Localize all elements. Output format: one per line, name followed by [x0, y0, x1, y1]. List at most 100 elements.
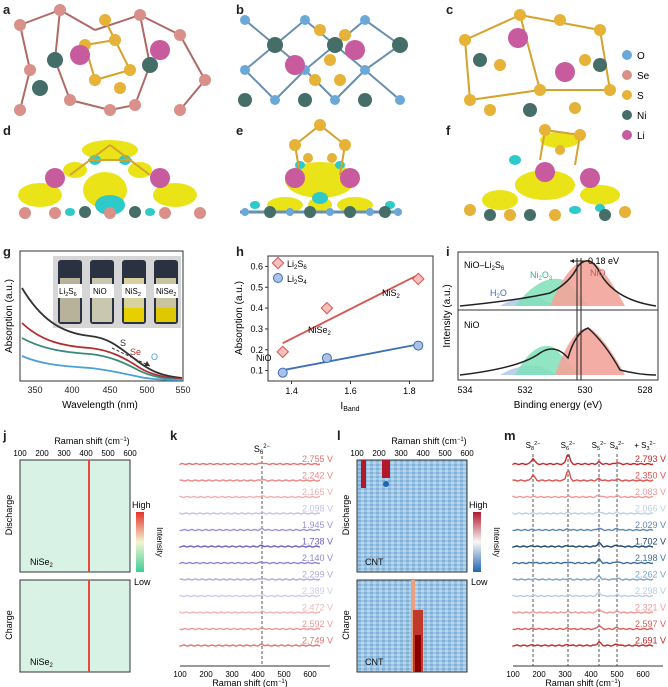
panel-l-heatmap: Raman shift (cm−1) 100 200 300 400 500 6…: [341, 436, 501, 673]
i-xtick: 530: [577, 385, 592, 395]
j-tick: 400: [79, 449, 93, 458]
m-voltage-label: 2.066 V: [635, 504, 666, 514]
l-tick: 500: [438, 449, 452, 458]
curve-s: [21, 322, 183, 380]
j-intensity-label: Intensity: [155, 527, 164, 557]
i-peak-h2o: H2O: [490, 288, 507, 300]
h-legend-li2s4: Li2S4: [287, 274, 307, 286]
m-trace: [512, 454, 654, 466]
vial-label-nise2: NiSe2: [156, 287, 176, 298]
j-discharge-label: Discharge: [4, 495, 14, 536]
m-voltage-label: 1.702 V: [635, 537, 666, 547]
m-trace: [512, 541, 654, 549]
vials: [58, 260, 178, 324]
panel-label-d: d: [3, 123, 11, 138]
h-ytick: 0.5: [250, 282, 263, 292]
k-trace: [179, 626, 321, 631]
j-low-label: Low: [134, 577, 151, 587]
panel-i-chart: 0.18 eV NiO–Li2S6 NiO H2O Ni2O3 NiO 534 …: [442, 251, 659, 411]
m-xtick: 200: [532, 670, 546, 679]
j-sample-bottom: NiSe2: [30, 657, 54, 669]
m-peak-s6: S62−: [561, 441, 576, 452]
m-peak-s8: S82−: [526, 441, 541, 452]
k-trace: [179, 478, 321, 482]
l-intensity-label: Intensity: [492, 527, 501, 557]
k-voltage-label: 2.389 V: [302, 586, 333, 596]
m-voltage-label: 2.083 V: [635, 487, 666, 497]
m-voltage-label: 2.298 V: [635, 586, 666, 596]
h-point-li2s4: [277, 367, 288, 378]
g-xtick: 350: [27, 385, 42, 395]
g-ylabel: Absorption (a.u.): [4, 279, 15, 353]
structure-c: [459, 9, 616, 117]
h-point-label-nise2: NiSe2: [308, 325, 332, 337]
k-trace: [179, 510, 321, 515]
m-xtick: 100: [506, 670, 520, 679]
m-peak-s4: S42−: [610, 441, 625, 452]
h-ytick: 0.3: [250, 324, 263, 334]
k-xtick: 500: [277, 670, 291, 679]
panel-label-c: c: [446, 2, 454, 17]
h-legend-li2s6: Li2S6: [287, 259, 307, 271]
h-fit-line-li2s6: [282, 273, 419, 345]
legend-ni-icon: [622, 110, 632, 120]
j-tick: 200: [35, 449, 49, 458]
annot-se: Se: [130, 347, 141, 357]
panel-label-e: e: [236, 123, 244, 138]
structure-a: [14, 4, 211, 116]
atom-legend: O Se S Ni Li: [622, 50, 650, 142]
m-voltage-label: 2.350 V: [635, 471, 666, 481]
panel-label-f: f: [446, 123, 451, 138]
k-voltage-label: 1.738 V: [302, 537, 333, 547]
panel-label-a: a: [3, 2, 11, 17]
panel-m-chart: S82− S62− S52− S42− + S32− 2.793 V 2.350 …: [506, 441, 666, 687]
h-fit-line-li2s4: [282, 343, 419, 372]
k-trace: [179, 610, 321, 614]
i-bottom-label: NiO: [464, 320, 480, 330]
i-xtick: 532: [517, 385, 532, 395]
vial-label-li2s6: Li2S6: [59, 287, 77, 298]
panel-label-i: i: [446, 244, 450, 259]
l-tick: 100: [350, 449, 364, 458]
h-ylabel: Absorption (a.u.): [234, 281, 245, 355]
panel-label-b: b: [236, 2, 244, 17]
h-point-li2s4: [413, 340, 424, 351]
vial-label-nis2: NiS2: [125, 287, 141, 298]
k-trace: [179, 561, 321, 565]
j-top-axis-label: Raman shift (cm−1): [54, 436, 129, 446]
l-top-axis-label: Raman shift (cm−1): [391, 436, 466, 446]
h-xtick: 1.6: [344, 386, 357, 396]
l-tick: 600: [460, 449, 474, 458]
l-high-label: High: [469, 500, 488, 510]
h-point-li2s4: [321, 353, 332, 364]
k-trace: [179, 577, 321, 581]
panel-g-chart: Li2S6 NiO NiS2 NiSe2 S Se O 350 400 450 …: [4, 250, 191, 411]
structure-d: [18, 140, 206, 219]
curve-li2s6: [21, 287, 183, 379]
j-discharge-map: [19, 459, 131, 573]
i-xtick: 534: [457, 385, 472, 395]
k-trace: [179, 527, 321, 532]
m-peak-s3: + S32−: [634, 441, 656, 452]
g-xtick: 550: [175, 385, 190, 395]
m-trace: [512, 494, 654, 499]
m-trace: [512, 640, 654, 647]
i-fit-nio-bottom: [555, 327, 625, 375]
k-xtick: 600: [303, 670, 317, 679]
j-tick: 500: [101, 449, 115, 458]
m-xlabel: Raman shift (cm−1): [545, 678, 620, 687]
panel-j-heatmap: Raman shift (cm−1) 100 200 300 400 500 6…: [4, 436, 164, 673]
h-xtick: 1.4: [285, 386, 298, 396]
j-charge-label: Charge: [4, 610, 14, 640]
m-peak-s5: S52−: [592, 441, 607, 452]
h-ytick: 0.1: [250, 366, 263, 376]
legend-s-icon: [622, 90, 632, 100]
structure-f: [464, 124, 631, 221]
j-tick: 100: [13, 449, 27, 458]
k-voltage-label: 2.472 V: [302, 603, 333, 613]
legend-se-label: Se: [637, 71, 650, 82]
legend-ni-label: Ni: [637, 111, 646, 122]
j-sample-top: NiSe2: [30, 557, 54, 569]
k-voltage-label: 2.165 V: [302, 487, 333, 497]
m-voltage-label: 2.597 V: [635, 619, 666, 629]
